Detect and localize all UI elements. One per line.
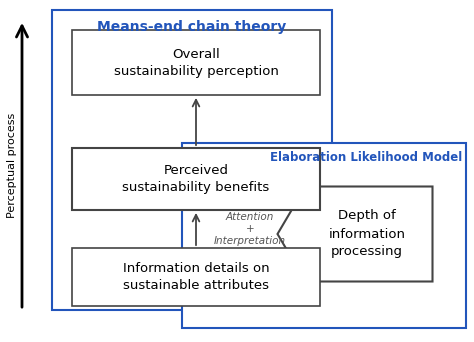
Bar [72, 148, 320, 210]
Text: Depth of
information
processing: Depth of information processing [328, 210, 405, 259]
Text: Attention
+
Interpretation: Attention + Interpretation [214, 212, 286, 246]
Bar [72, 248, 320, 306]
Text: Means-end chain theory: Means-end chain theory [97, 20, 287, 34]
Text: Perceptual process: Perceptual process [7, 113, 17, 218]
Polygon shape [277, 186, 432, 281]
Text: Information details on
sustainable attributes: Information details on sustainable attri… [123, 262, 269, 292]
Bar [72, 30, 320, 95]
Text: Overall
sustainability perception: Overall sustainability perception [114, 48, 278, 78]
Bar [52, 10, 332, 310]
Text: Elaboration Likelihood Model: Elaboration Likelihood Model [270, 151, 462, 164]
Text: Perceived
sustainability benefits: Perceived sustainability benefits [122, 164, 270, 194]
Bar [182, 143, 466, 328]
